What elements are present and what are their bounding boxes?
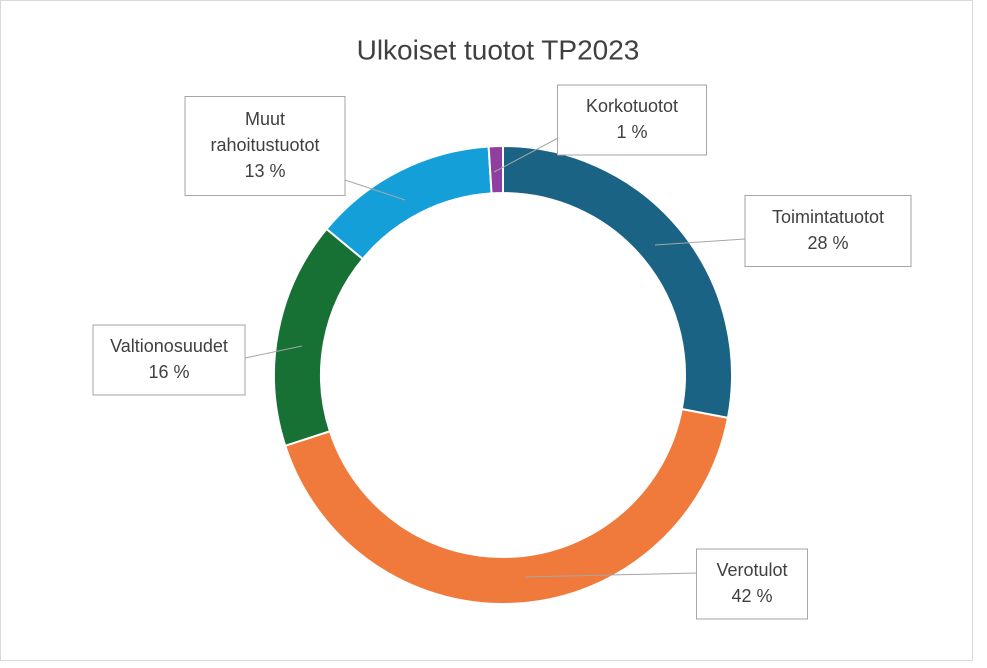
- label-box: [696, 548, 808, 620]
- category-label: Korkotuotot: [586, 96, 678, 116]
- category-label: Verotulot: [716, 560, 787, 580]
- leader-line: [654, 238, 746, 246]
- leader-line: [344, 179, 406, 201]
- label-line: Muut: [245, 109, 285, 129]
- label-box: [92, 324, 246, 396]
- label-box: [557, 84, 707, 156]
- chart-title: Ulkoiset tuotot TP2023: [357, 34, 640, 65]
- label-box: [744, 195, 912, 267]
- leader-line: [524, 572, 698, 578]
- value-label: 1 %: [616, 122, 647, 142]
- category-label: Muut rahoitustuotot: [210, 109, 319, 155]
- donut-slice: [283, 407, 730, 605]
- leader-line: [244, 345, 303, 359]
- category-label: Toimintatuotot: [772, 207, 884, 227]
- leader-line: [493, 136, 561, 173]
- category-label: Valtionosuudet: [110, 336, 228, 356]
- donut-slice: [487, 144, 504, 195]
- value-label: 16 %: [148, 362, 189, 382]
- value-label: 28 %: [807, 233, 848, 253]
- value-label: 42 %: [731, 586, 772, 606]
- value-label: 13 %: [244, 161, 285, 181]
- label-box: [184, 96, 346, 196]
- label-line: rahoitustuotot: [210, 135, 319, 155]
